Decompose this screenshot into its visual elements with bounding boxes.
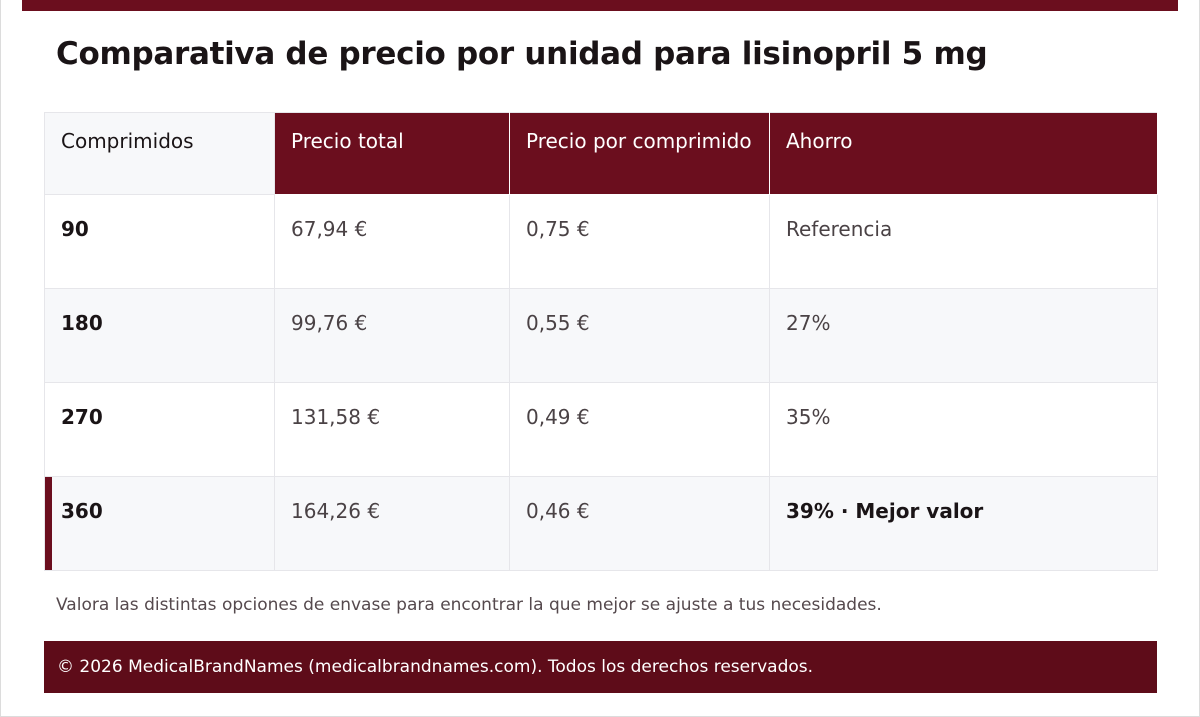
cell-per-unit: 0,49 € [509,382,770,477]
table-header-row: Comprimidos Precio total Precio por comp… [44,112,1158,195]
price-comparison-table: Comprimidos Precio total Precio por comp… [44,112,1158,571]
footnote: Valora las distintas opciones de envase … [56,595,882,615]
cell-qty: 270 [44,382,275,477]
table-row-best-value: 360 164,26 € 0,46 € 39% · Mejor valor [44,476,1158,571]
cell-saving: Referencia [769,194,1158,289]
header-tablets: Comprimidos [44,112,275,195]
table-row: 270 131,58 € 0,49 € 35% [44,382,1158,477]
page-title: Comparativa de precio por unidad para li… [56,36,988,72]
cell-qty: 90 [44,194,275,289]
table-row: 90 67,94 € 0,75 € Referencia [44,194,1158,289]
top-accent-bar [22,0,1178,11]
header-total-price: Precio total [274,112,510,195]
cell-total: 131,58 € [274,382,510,477]
cell-qty: 360 [44,476,275,571]
table-row: 180 99,76 € 0,55 € 27% [44,288,1158,383]
cell-total: 99,76 € [274,288,510,383]
cell-per-unit: 0,75 € [509,194,770,289]
cell-total: 164,26 € [274,476,510,571]
cell-total: 67,94 € [274,194,510,289]
copyright-footer: © 2026 MedicalBrandNames (medicalbrandna… [44,641,1157,693]
header-price-per-tablet: Precio por comprimido [509,112,770,195]
cell-saving: 35% [769,382,1158,477]
header-saving: Ahorro [769,112,1158,195]
cell-per-unit: 0,55 € [509,288,770,383]
cell-qty: 180 [44,288,275,383]
cell-per-unit: 0,46 € [509,476,770,571]
cell-saving-best: 39% · Mejor valor [769,476,1158,571]
cell-saving: 27% [769,288,1158,383]
